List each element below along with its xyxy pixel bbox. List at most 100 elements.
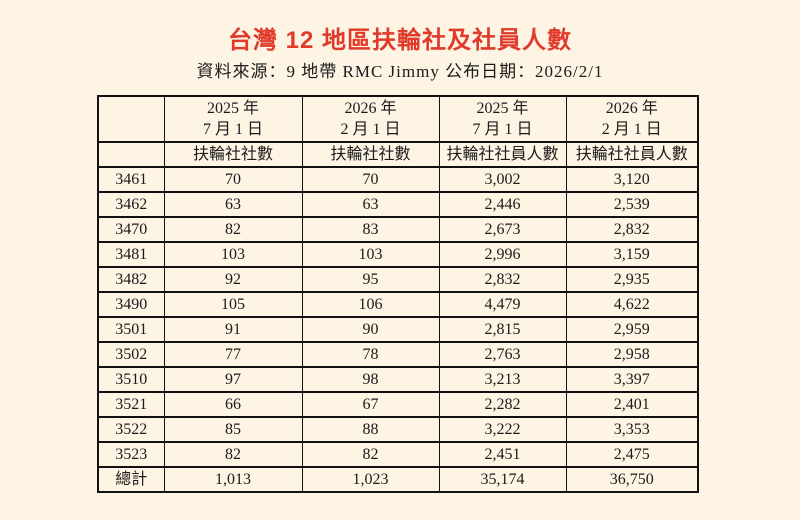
table-row: 3490 105 106 4,479 4,622 (97, 291, 699, 318)
district-cell: 3481 (97, 241, 165, 268)
value-cell: 2,282 (438, 391, 567, 418)
value-cell: 63 (301, 191, 440, 218)
value-cell: 2,959 (565, 316, 699, 343)
value-cell: 92 (163, 266, 303, 293)
value-cell: 2,815 (438, 316, 567, 343)
corner-cell (97, 141, 165, 168)
value-cell: 3,120 (565, 166, 699, 193)
table-row: 3462 63 63 2,446 2,539 (97, 191, 699, 218)
table-row: 3521 66 67 2,282 2,401 (97, 391, 699, 418)
district-cell: 3470 (97, 216, 165, 243)
date-header-cell: 2025 年 7 月 1 日 (438, 95, 567, 143)
value-cell: 3,222 (438, 416, 567, 443)
value-cell: 91 (163, 316, 303, 343)
header-row-dates: 2025 年 7 月 1 日 2026 年 2 月 1 日 2025 年 7 月… (97, 95, 699, 143)
table-row: 3481 103 103 2,996 3,159 (97, 241, 699, 268)
value-cell: 2,958 (565, 341, 699, 368)
value-cell: 2,451 (438, 441, 567, 468)
district-cell: 3461 (97, 166, 165, 193)
table-row: 3501 91 90 2,815 2,959 (97, 316, 699, 343)
total-value-cell: 1,013 (163, 466, 303, 493)
value-cell: 77 (163, 341, 303, 368)
table-row: 3482 92 95 2,832 2,935 (97, 266, 699, 293)
district-cell: 3521 (97, 391, 165, 418)
value-cell: 3,353 (565, 416, 699, 443)
value-cell: 63 (163, 191, 303, 218)
value-cell: 90 (301, 316, 440, 343)
header-year-label: 2026 年 (344, 100, 397, 117)
page-title: 台灣 12 地區扶輪社及社員人數 (227, 27, 573, 54)
value-cell: 3,159 (565, 241, 699, 268)
date-header-cell: 2026 年 2 月 1 日 (565, 95, 699, 143)
source-line: 資料來源：9 地帶 RMC Jimmy 公布日期：2026/2/1 (196, 62, 604, 81)
value-cell: 85 (163, 416, 303, 443)
value-cell: 66 (163, 391, 303, 418)
value-cell: 2,832 (438, 266, 567, 293)
value-cell: 97 (163, 366, 303, 393)
table-row: 3522 85 88 3,222 3,353 (97, 416, 699, 443)
value-cell: 2,539 (565, 191, 699, 218)
value-cell: 2,935 (565, 266, 699, 293)
table-row: 3461 70 70 3,002 3,120 (97, 166, 699, 193)
district-cell: 3501 (97, 316, 165, 343)
value-cell: 4,479 (438, 291, 567, 318)
rotary-districts-table: 2025 年 7 月 1 日 2026 年 2 月 1 日 2025 年 7 月… (97, 95, 699, 493)
date-header-cell: 2026 年 2 月 1 日 (301, 95, 440, 143)
value-cell: 2,832 (565, 216, 699, 243)
value-cell: 3,213 (438, 366, 567, 393)
total-value-cell: 35,174 (438, 466, 567, 493)
value-cell: 3,002 (438, 166, 567, 193)
header-row-measures: 扶輪社社數 扶輪社社數 扶輪社社員人數 扶輪社社員人數 (97, 141, 699, 168)
total-label-cell: 總計 (97, 466, 165, 493)
value-cell: 98 (301, 366, 440, 393)
value-cell: 105 (163, 291, 303, 318)
value-cell: 70 (163, 166, 303, 193)
value-cell: 83 (301, 216, 440, 243)
header-date-label: 7 月 1 日 (472, 121, 533, 138)
measure-header-cell: 扶輪社社數 (163, 141, 303, 168)
value-cell: 103 (301, 241, 440, 268)
value-cell: 67 (301, 391, 440, 418)
district-cell: 3523 (97, 441, 165, 468)
header-year-label: 2025 年 (476, 100, 529, 117)
header-date-label: 2 月 1 日 (340, 121, 401, 138)
table-row: 3502 77 78 2,763 2,958 (97, 341, 699, 368)
value-cell: 82 (163, 441, 303, 468)
header-year-label: 2026 年 (605, 100, 658, 117)
district-cell: 3502 (97, 341, 165, 368)
value-cell: 2,763 (438, 341, 567, 368)
value-cell: 70 (301, 166, 440, 193)
value-cell: 2,475 (565, 441, 699, 468)
measure-header-cell: 扶輪社社員人數 (438, 141, 567, 168)
district-cell: 3482 (97, 266, 165, 293)
value-cell: 106 (301, 291, 440, 318)
header-date-label: 2 月 1 日 (601, 121, 662, 138)
total-value-cell: 36,750 (565, 466, 699, 493)
value-cell: 103 (163, 241, 303, 268)
value-cell: 78 (301, 341, 440, 368)
measure-header-cell: 扶輪社社數 (301, 141, 440, 168)
district-cell: 3462 (97, 191, 165, 218)
district-cell: 3490 (97, 291, 165, 318)
table-row: 3470 82 83 2,673 2,832 (97, 216, 699, 243)
date-header-cell: 2025 年 7 月 1 日 (163, 95, 303, 143)
total-value-cell: 1,023 (301, 466, 440, 493)
value-cell: 2,401 (565, 391, 699, 418)
value-cell: 2,673 (438, 216, 567, 243)
total-row: 總計 1,013 1,023 35,174 36,750 (97, 466, 699, 493)
table-row: 3510 97 98 3,213 3,397 (97, 366, 699, 393)
value-cell: 2,446 (438, 191, 567, 218)
value-cell: 4,622 (565, 291, 699, 318)
value-cell: 82 (301, 441, 440, 468)
value-cell: 82 (163, 216, 303, 243)
measure-header-cell: 扶輪社社員人數 (565, 141, 699, 168)
value-cell: 3,397 (565, 366, 699, 393)
district-cell: 3510 (97, 366, 165, 393)
table-row: 3523 82 82 2,451 2,475 (97, 441, 699, 468)
value-cell: 88 (301, 416, 440, 443)
value-cell: 95 (301, 266, 440, 293)
corner-cell (97, 95, 165, 143)
district-cell: 3522 (97, 416, 165, 443)
header-year-label: 2025 年 (206, 100, 259, 117)
